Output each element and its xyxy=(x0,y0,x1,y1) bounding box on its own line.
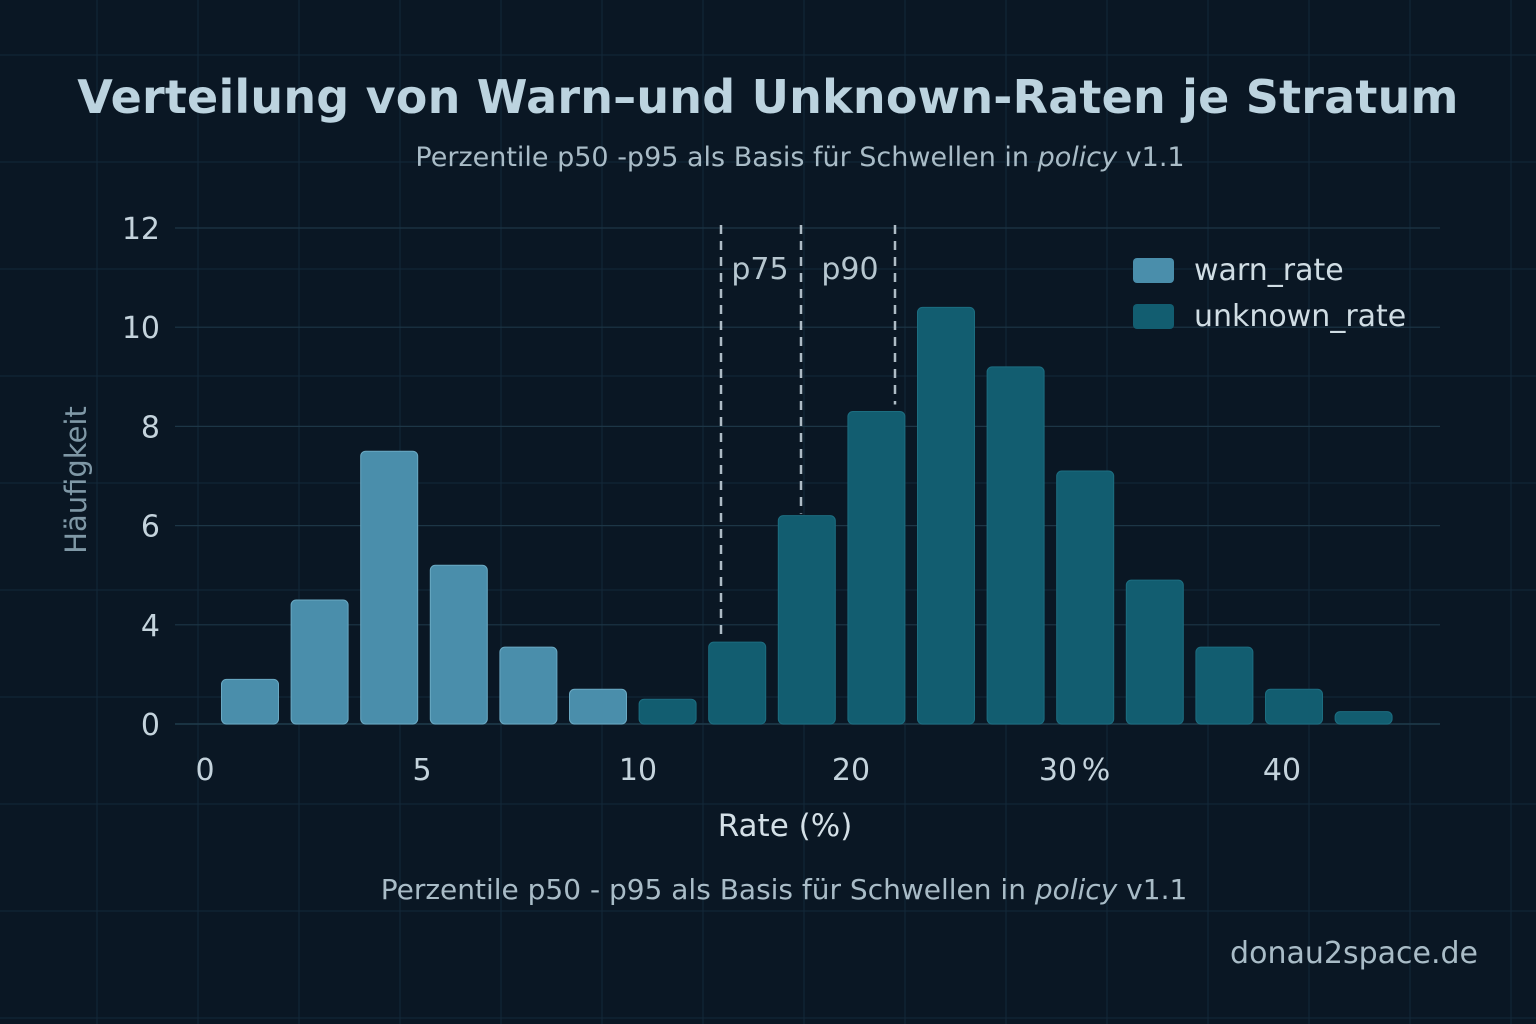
p75-label: p75 xyxy=(731,252,788,287)
unknown-rate-bar xyxy=(847,411,906,725)
warn-rate-bar xyxy=(429,564,488,725)
y-tick-label: 4 xyxy=(141,609,160,644)
percentile-lines: p75 p90 xyxy=(719,225,897,641)
bars xyxy=(221,306,1393,725)
unknown-rate-bar xyxy=(1056,470,1115,725)
unknown-rate-bar xyxy=(1265,688,1323,725)
x-tick-label: 20 xyxy=(832,753,870,788)
legend-swatch-warn-rate xyxy=(1133,258,1174,283)
unknown-rate-bar xyxy=(1125,579,1184,725)
unknown-rate-bar xyxy=(777,515,836,725)
unknown-rate-bar xyxy=(986,366,1045,725)
y-tick-label: 12 xyxy=(122,212,160,247)
p90-label: p90 xyxy=(821,252,878,287)
warn-rate-bar xyxy=(221,678,279,725)
x-tick-label: 10 xyxy=(619,753,657,788)
x-tick-label: 30 xyxy=(1039,753,1077,788)
legend-label-unknown-rate: unknown_rate xyxy=(1194,299,1406,334)
brand-watermark: donau2space.de xyxy=(1230,936,1478,971)
x-axis-ticks: 0 5 10 20 30% 40 xyxy=(195,753,1301,788)
warn-rate-bar xyxy=(290,599,349,725)
unknown-rate-bar xyxy=(1334,711,1393,725)
y-tick-label: 8 xyxy=(141,410,160,445)
y-axis-ticks: 0 4 6 8 10 12 xyxy=(122,212,160,743)
x-tick-unit: % xyxy=(1082,753,1111,788)
unknown-rate-bar xyxy=(917,306,975,725)
warn-rate-bar xyxy=(499,646,558,725)
unknown-rate-bar xyxy=(638,698,697,725)
chart-subtitle: Perzentile p50 -p95 als Basis für Schwel… xyxy=(415,142,1185,173)
x-tick-label: 0 xyxy=(195,753,214,788)
x-axis-title: Rate (%) xyxy=(718,808,853,844)
chart-title: Verteilung von Warn–und Unknown-Raten je… xyxy=(77,70,1459,124)
x-tick-label: 5 xyxy=(412,753,431,788)
footnote: Perzentile p50 - p95 als Basis für Schwe… xyxy=(380,873,1188,906)
unknown-rate-bar xyxy=(1195,646,1254,725)
x-tick-label: 40 xyxy=(1263,753,1301,788)
y-tick-label: 0 xyxy=(141,708,160,743)
legend-swatch-unknown-rate xyxy=(1133,304,1174,329)
legend-label-warn-rate: warn_rate xyxy=(1194,253,1344,288)
y-tick-label: 10 xyxy=(122,311,160,346)
y-axis-title: Häufigkeit xyxy=(59,406,93,554)
y-tick-label: 6 xyxy=(141,510,160,545)
warn-rate-bar xyxy=(360,450,419,725)
legend: warn_rate unknown_rate xyxy=(1133,253,1406,334)
unknown-rate-bar xyxy=(708,641,767,725)
warn-rate-bar xyxy=(569,688,627,725)
